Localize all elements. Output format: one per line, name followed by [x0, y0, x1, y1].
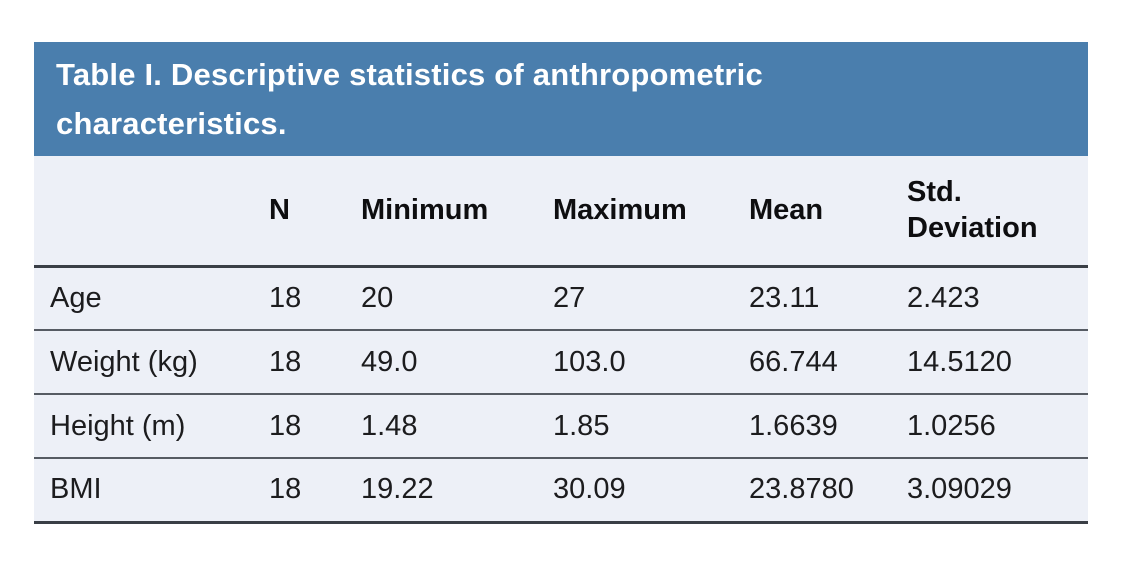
cell-n: 18: [269, 473, 302, 506]
cell-minimum: 1.48: [361, 409, 418, 442]
cell-n: 18: [269, 409, 302, 442]
cell-std-deviation: 2.423: [907, 281, 980, 314]
table-row-bmi: BMI 18 19.22 30.09 23.8780 3.09029: [34, 458, 1088, 522]
row-label: BMI: [50, 473, 102, 506]
cell-std-deviation: 1.0256: [907, 409, 996, 442]
cell-mean: 1.6639: [749, 409, 838, 442]
table-row-height: Height (m) 18 1.48 1.85 1.6639 1.0256: [34, 394, 1088, 458]
column-header-blank: [34, 156, 256, 266]
cell-n: 18: [269, 345, 302, 378]
statistics-table-card: Table I. Descriptive statistics of anthr…: [34, 42, 1088, 524]
cell-std-deviation: 3.09029: [907, 473, 1012, 506]
table-title: Table I. Descriptive statistics of anthr…: [56, 57, 763, 141]
cell-std-deviation: 14.5120: [907, 345, 1012, 378]
column-header-n: N: [269, 194, 290, 227]
statistics-table: N Minimum Maximum Mean Std. Deviation Ag…: [34, 156, 1088, 524]
header-row: N Minimum Maximum Mean Std. Deviation: [34, 156, 1088, 266]
cell-mean: 23.8780: [749, 473, 854, 506]
row-label: Height (m): [50, 409, 186, 442]
cell-minimum: 49.0: [361, 345, 418, 378]
row-label: Weight (kg): [50, 345, 198, 378]
table-row-age: Age 18 20 27 23.11 2.423: [34, 266, 1088, 330]
row-label: Age: [50, 281, 102, 314]
cell-minimum: 20: [361, 281, 394, 314]
cell-minimum: 19.22: [361, 473, 434, 506]
cell-mean: 66.744: [749, 345, 838, 378]
cell-mean: 23.11: [749, 281, 820, 314]
column-header-std-deviation: Std. Deviation: [907, 176, 1038, 245]
table-title-bar: Table I. Descriptive statistics of anthr…: [34, 42, 1088, 156]
cell-maximum: 30.09: [553, 473, 626, 506]
column-header-minimum: Minimum: [361, 194, 489, 227]
cell-maximum: 103.0: [553, 345, 626, 378]
cell-maximum: 1.85: [553, 409, 610, 442]
cell-maximum: 27: [553, 281, 586, 314]
column-header-maximum: Maximum: [553, 194, 687, 227]
column-header-mean: Mean: [749, 194, 824, 227]
cell-n: 18: [269, 281, 302, 314]
table-row-weight: Weight (kg) 18 49.0 103.0 66.744 14.5120: [34, 330, 1088, 394]
